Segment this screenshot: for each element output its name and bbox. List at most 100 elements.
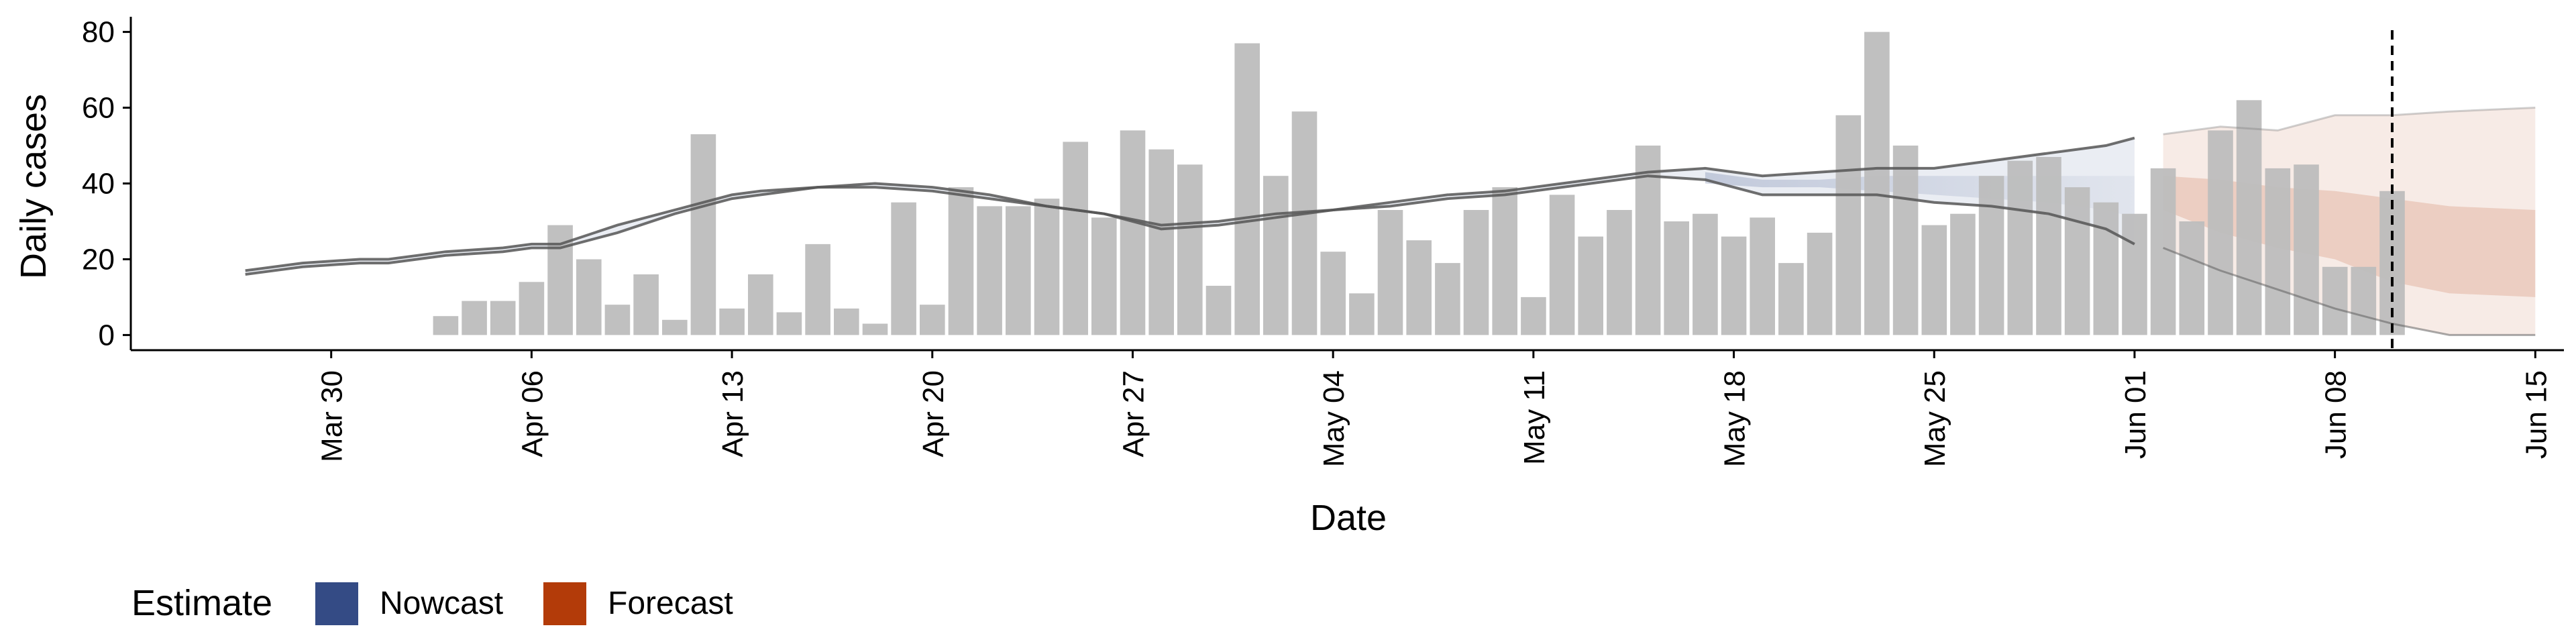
bar [690, 134, 716, 335]
bar [2064, 187, 2090, 335]
bar [662, 319, 688, 335]
bar [1549, 195, 1575, 335]
bar [1435, 263, 1460, 335]
legend-label-nowcast: Nowcast [380, 586, 503, 621]
bar [1063, 142, 1088, 335]
bar [1978, 176, 2004, 335]
bar [462, 301, 487, 335]
bar [1778, 263, 1804, 335]
lines-layer [245, 107, 2536, 336]
y-axis-title: Daily cases [13, 94, 54, 279]
bar [519, 282, 545, 335]
bar [576, 259, 602, 335]
bar [1377, 210, 1403, 335]
bar [1320, 252, 1346, 335]
bar [1835, 115, 1862, 335]
bar [633, 274, 659, 335]
bar [2007, 160, 2033, 335]
x-ticks: Mar 30 Apr 06 Apr 13 Apr 20 Apr 27 May 04 May … [316, 350, 2553, 467]
bar [1263, 176, 1289, 335]
bar [1492, 187, 1517, 335]
bar [2294, 164, 2319, 335]
bar [1120, 130, 1146, 335]
x-tick-label: Jun 08 [2320, 370, 2353, 459]
bar [1234, 43, 1260, 335]
y-tick-label: 40 [82, 168, 115, 201]
bar [748, 274, 773, 335]
bar [1034, 199, 1060, 335]
bar [1205, 286, 1232, 335]
plot-area [245, 32, 2536, 336]
bar [977, 206, 1002, 335]
estimate-lower-line [245, 174, 2135, 276]
bar [1664, 221, 1689, 335]
bar [1406, 240, 1432, 335]
bar [2036, 157, 2061, 335]
bar [1807, 232, 1833, 335]
bar [1693, 213, 1718, 335]
bar [1950, 213, 1976, 335]
forecast-lower-line [2163, 247, 2536, 336]
bar [776, 312, 802, 335]
bar [1578, 236, 1603, 335]
x-tick-label: Apr 20 [917, 370, 950, 458]
bar [891, 202, 916, 335]
forecast-upper-line [2163, 107, 2536, 136]
y-tick-label: 60 [82, 92, 115, 125]
x-tick-label: Apr 27 [1118, 370, 1150, 458]
bar [1864, 32, 1890, 335]
bar [1921, 225, 1947, 335]
bar [719, 308, 745, 335]
bar [1750, 217, 1775, 335]
x-tick-label: Apr 06 [516, 370, 549, 458]
bar [1091, 217, 1117, 335]
legend: Estimate Nowcast Forecast [131, 582, 733, 625]
bar [948, 187, 974, 335]
bar [1349, 293, 1375, 335]
bar [2322, 266, 2348, 335]
x-tick-label: Apr 13 [716, 370, 749, 458]
bar [2093, 202, 2119, 335]
x-tick-label: Jun 15 [2520, 370, 2553, 459]
bar [834, 308, 859, 335]
bar [1721, 236, 1747, 335]
bar [2179, 221, 2205, 335]
legend-title: Estimate [131, 583, 272, 623]
legend-swatch-forecast [543, 582, 586, 625]
x-axis-title: Date [1310, 498, 1387, 538]
bar [2208, 130, 2233, 335]
y-tick-label: 0 [99, 319, 115, 352]
bar [1006, 206, 1031, 335]
bar [2236, 100, 2262, 335]
x-tick-label: May 25 [1919, 370, 1951, 467]
x-tick-label: May 04 [1318, 370, 1350, 467]
bar [2351, 266, 2377, 335]
bar [1148, 149, 1174, 335]
y-ticks: 0 20 40 60 80 [82, 16, 131, 352]
bar [2122, 213, 2147, 335]
bar [1463, 210, 1489, 335]
y-tick-label: 20 [82, 243, 115, 276]
x-tick-label: Jun 01 [2119, 370, 2152, 459]
bar [862, 323, 888, 335]
bar [2265, 168, 2291, 335]
x-tick-label: May 18 [1719, 370, 1752, 467]
bar [805, 244, 830, 335]
x-tick-label: Mar 30 [316, 370, 349, 462]
bar [433, 316, 459, 335]
bars-layer [433, 32, 2405, 335]
bar [604, 305, 631, 335]
bar [1892, 146, 1919, 335]
bar [1607, 210, 1632, 335]
y-tick-label: 80 [82, 16, 115, 49]
bar [490, 301, 516, 335]
bar [1521, 297, 1546, 335]
legend-label-forecast: Forecast [608, 586, 733, 621]
x-tick-label: May 11 [1518, 370, 1551, 465]
bar [920, 305, 945, 335]
bar [1291, 111, 1318, 335]
estimate-upper-line [245, 136, 2135, 272]
legend-swatch-nowcast [315, 582, 358, 625]
bar [1177, 164, 1203, 335]
